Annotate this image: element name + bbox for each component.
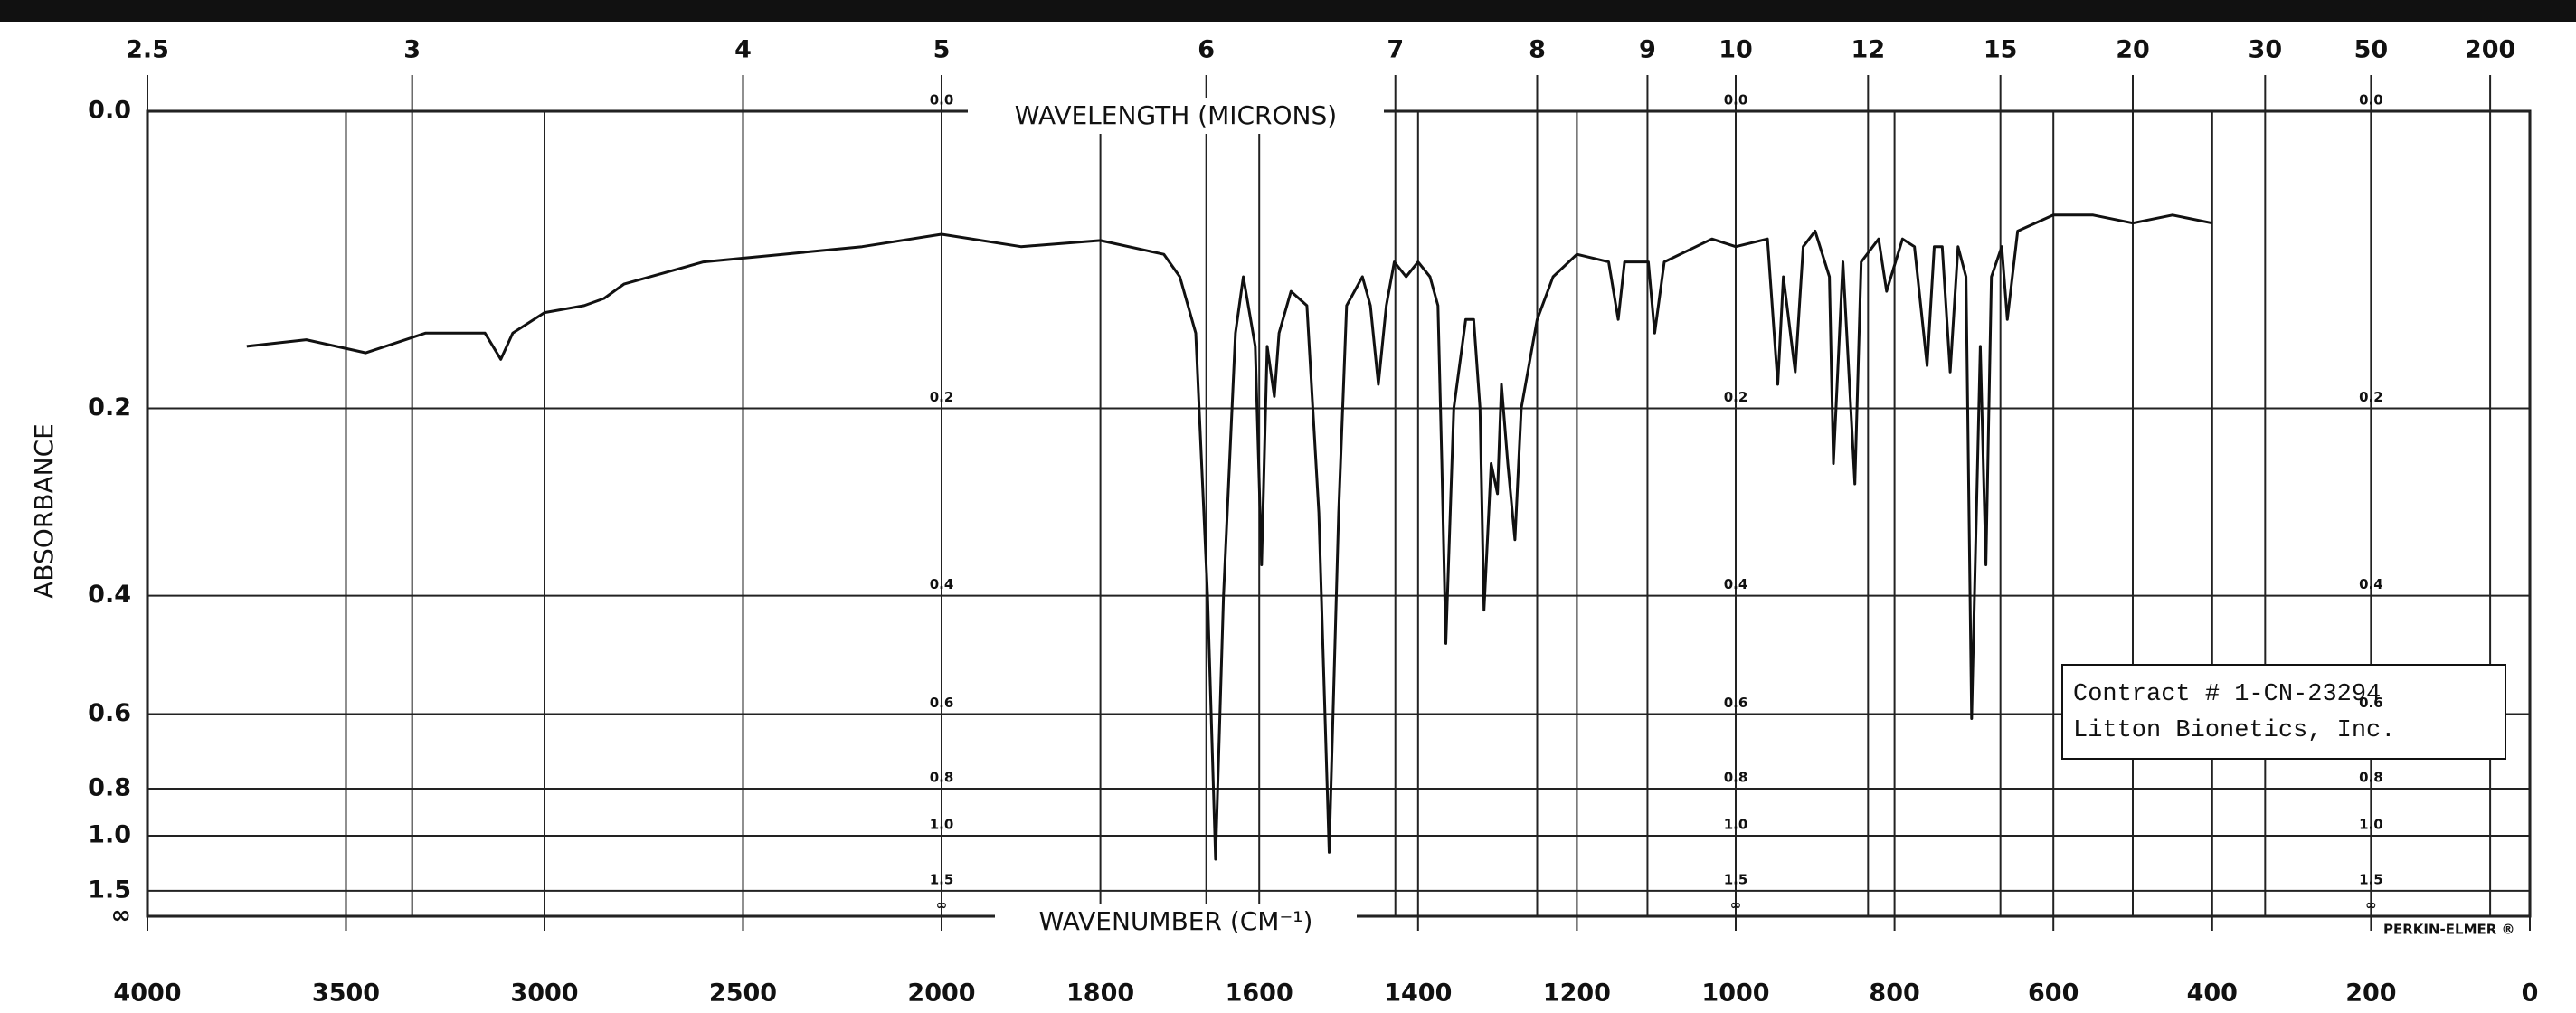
inner-tick-label: 0.2 — [1724, 389, 1748, 405]
inner-tick-label: 0.4 — [2359, 576, 2383, 592]
x-axis-title: WAVENUMBER (CM⁻¹) — [1039, 906, 1313, 936]
title-bg — [995, 904, 1357, 940]
scan-edge — [0, 0, 2576, 22]
note-line: Contract # 1-CN-23294 — [2073, 681, 2381, 708]
x-tick-label: 400 — [2187, 980, 2238, 1008]
note-box — [2061, 664, 2506, 760]
x-tick-label: 800 — [1869, 980, 1919, 1008]
x-tick-label: 200 — [2345, 980, 2396, 1008]
y-tick-label: 0.2 — [88, 393, 131, 421]
inner-tick-label: 0.0 — [2359, 92, 2383, 109]
x-tick-label: 1400 — [1384, 980, 1452, 1008]
x-tick-label: 3500 — [312, 980, 380, 1008]
inner-tick-label: 1.0 — [930, 817, 954, 833]
x-tick-label: 1800 — [1066, 980, 1134, 1008]
x2-tick-label: 4 — [734, 36, 752, 64]
inner-tick-label: 0.2 — [2359, 389, 2383, 405]
x2-tick-label: 12 — [1852, 36, 1886, 64]
inner-tick-label: ∞ — [1730, 897, 1742, 914]
title-bg — [968, 98, 1384, 134]
y-axis-title: ABSORBANCE — [29, 423, 59, 599]
x2-tick-label: 50 — [2354, 36, 2389, 64]
y-tick-label: 0.8 — [88, 773, 131, 801]
spectrum-line — [246, 213, 2213, 861]
x2-tick-label: 10 — [1719, 36, 1753, 64]
x-tick-label: 3000 — [510, 980, 578, 1008]
inner-tick-label: 0.6 — [2359, 695, 2383, 711]
inner-tick-label: 1.5 — [1724, 871, 1748, 887]
inner-tick-label: 0.8 — [930, 769, 954, 785]
x2-axis-title: WAVELENGTH (MICRONS) — [1015, 100, 1337, 130]
x2-tick-label: 30 — [2249, 36, 2283, 64]
x2-tick-label: 2.5 — [126, 36, 169, 64]
y-tick-label: 0.4 — [88, 581, 131, 609]
inner-tick-label: 0.6 — [1724, 695, 1748, 711]
x-tick-label: 1000 — [1701, 980, 1769, 1008]
y-tick-label: 1.0 — [88, 821, 131, 849]
x-tick-label: 600 — [2028, 980, 2079, 1008]
y-tick-label: 0.6 — [88, 699, 131, 727]
inner-tick-label: ∞ — [2365, 897, 2377, 914]
inner-tick-label: 0.8 — [1724, 769, 1748, 785]
x-tick-label: 1200 — [1543, 980, 1611, 1008]
y-tick-label: ∞ — [111, 902, 132, 930]
x-tick-label: 2500 — [709, 980, 777, 1008]
x2-tick-label: 20 — [2116, 36, 2150, 64]
inner-tick-label: 0.4 — [1724, 576, 1748, 592]
x2-tick-label: 5 — [933, 36, 951, 64]
inner-tick-label: 1.0 — [1724, 817, 1748, 833]
x-tick-label: 4000 — [113, 980, 181, 1008]
x2-tick-label: 3 — [403, 36, 421, 64]
inner-tick-label: 1.0 — [2359, 817, 2383, 833]
inner-tick-label: 0.4 — [930, 576, 954, 592]
x2-tick-label: 6 — [1198, 36, 1215, 64]
inner-tick-label: 0.6 — [930, 695, 954, 711]
y-tick-label: 0.0 — [88, 97, 131, 125]
x-tick-label: 0 — [2522, 980, 2539, 1008]
x-tick-label: 2000 — [907, 980, 975, 1008]
inner-tick-label: 0.0 — [930, 92, 954, 109]
inner-tick-label: 1.5 — [930, 871, 954, 887]
inner-tick-label: 0.2 — [930, 389, 954, 405]
y-tick-label: 1.5 — [88, 876, 131, 904]
note-line: Litton Bionetics, Inc. — [2073, 717, 2395, 744]
x2-tick-label: 200 — [2465, 36, 2515, 64]
inner-tick-label: ∞ — [936, 897, 948, 914]
x-tick-label: 1600 — [1226, 980, 1293, 1008]
x2-tick-label: 8 — [1529, 36, 1546, 64]
brand: PERKIN-ELMER ® — [2383, 922, 2515, 938]
inner-tick-label: 0.0 — [1724, 92, 1748, 109]
x2-tick-label: 15 — [1984, 36, 2018, 64]
x2-tick-label: 9 — [1639, 36, 1656, 64]
inner-tick-label: 1.5 — [2359, 871, 2383, 887]
x2-tick-label: 7 — [1387, 36, 1404, 64]
inner-tick-label: 0.8 — [2359, 769, 2383, 785]
